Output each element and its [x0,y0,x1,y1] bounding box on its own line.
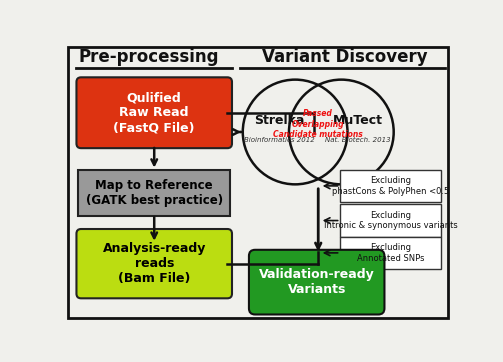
Text: Nat. Biotech. 2013: Nat. Biotech. 2013 [325,137,391,143]
Text: Qulified
Raw Read
(FastQ File): Qulified Raw Read (FastQ File) [114,91,195,134]
Text: Variant Discovery: Variant Discovery [263,48,428,66]
Text: Map to Reference
(GATK best practice): Map to Reference (GATK best practice) [86,179,223,207]
FancyBboxPatch shape [340,170,442,202]
FancyBboxPatch shape [340,205,442,237]
Text: Excluding
Annotated SNPs: Excluding Annotated SNPs [357,243,425,262]
FancyBboxPatch shape [78,170,230,216]
FancyBboxPatch shape [76,77,232,148]
Text: MuTect: MuTect [333,114,383,127]
Text: Excluding
Intronic & synonymous variants: Excluding Intronic & synonymous variants [324,211,458,230]
Text: Strelka: Strelka [255,114,305,127]
FancyBboxPatch shape [68,47,448,318]
Text: Excluding
phastCons & PolyPhen <0.5: Excluding phastCons & PolyPhen <0.5 [332,176,449,195]
Text: Analysis-ready
reads
(Bam File): Analysis-ready reads (Bam File) [103,242,206,285]
Text: Passed
Overlapping
Candidate mutations: Passed Overlapping Candidate mutations [273,109,363,139]
FancyBboxPatch shape [340,237,442,269]
FancyBboxPatch shape [249,250,384,315]
Text: Bioinformatics 2012: Bioinformatics 2012 [244,137,315,143]
Text: Validation-ready
Variants: Validation-ready Variants [259,268,375,296]
FancyBboxPatch shape [76,229,232,298]
Text: Pre-processing: Pre-processing [78,48,219,66]
